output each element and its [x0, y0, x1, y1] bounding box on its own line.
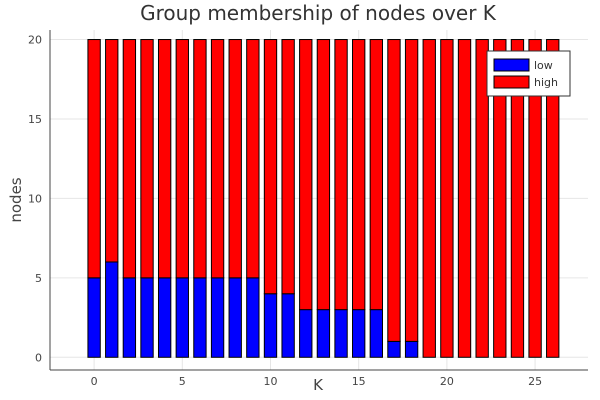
- bar-high: [493, 39, 507, 358]
- bar-high: [510, 39, 525, 358]
- bar-low: [263, 293, 278, 358]
- bar-low: [157, 277, 172, 358]
- bar-high: [246, 39, 260, 279]
- bar-high: [404, 39, 419, 342]
- bar-high: [157, 39, 172, 279]
- x-tick-label: 20: [440, 375, 454, 388]
- bar-low: [369, 309, 384, 358]
- bar-high: [422, 39, 436, 358]
- x-tick-label: 25: [528, 375, 542, 388]
- bar-high: [316, 39, 331, 311]
- bar-low: [105, 261, 119, 358]
- bar-high: [193, 39, 207, 279]
- legend-label-high: high: [534, 76, 558, 89]
- bar-high: [387, 39, 401, 342]
- legend: low high: [486, 50, 571, 97]
- bar-low: [228, 277, 242, 358]
- bar-high: [440, 39, 454, 358]
- legend-swatch-low: [493, 58, 530, 72]
- bars: [87, 39, 560, 358]
- bar-high: [105, 39, 119, 263]
- bar-low: [140, 277, 154, 358]
- bar-low: [246, 277, 260, 358]
- bar-high: [475, 39, 489, 358]
- bar-high: [281, 39, 295, 295]
- x-tick-label: 5: [179, 375, 186, 388]
- legend-label-low: low: [534, 59, 553, 72]
- bar-low: [210, 277, 225, 358]
- x-tick-label: 10: [263, 375, 277, 388]
- bar-low: [175, 277, 189, 358]
- tick-labels: 0 5 10 15 20 0 5 10 15 20 25: [28, 34, 542, 388]
- bar-high: [528, 39, 542, 358]
- bar-low: [299, 309, 313, 358]
- legend-box: [486, 50, 571, 97]
- axes: [49, 30, 588, 371]
- bar-low: [404, 340, 419, 358]
- y-tick-label: 20: [28, 34, 42, 47]
- bar-low: [87, 277, 101, 358]
- bar-high: [263, 39, 278, 295]
- y-tick-label: 5: [35, 272, 42, 285]
- chart-title: Group membership of nodes over K: [140, 1, 497, 25]
- bar-low: [281, 293, 295, 358]
- legend-swatch-high: [493, 75, 530, 89]
- y-axis-label: nodes: [7, 177, 25, 222]
- bar-high: [175, 39, 189, 279]
- bar-high: [299, 39, 313, 311]
- bar-low: [334, 309, 348, 358]
- y-tick-label: 0: [35, 351, 42, 364]
- bar-high: [334, 39, 348, 311]
- bar-high: [210, 39, 225, 279]
- y-tick-label: 15: [28, 113, 42, 126]
- x-tick-label: 0: [91, 375, 98, 388]
- x-tick-label: 15: [352, 375, 366, 388]
- bar-low: [193, 277, 207, 358]
- bar-high: [546, 39, 560, 358]
- bar-high: [457, 39, 472, 358]
- bar-low: [352, 309, 366, 358]
- x-axis-label: K: [313, 376, 324, 394]
- bar-high: [352, 39, 366, 311]
- bar-high: [87, 39, 101, 279]
- bar-low: [316, 309, 331, 358]
- bar-low: [122, 277, 137, 358]
- bar-high: [369, 39, 384, 311]
- y-tick-label: 10: [28, 192, 42, 205]
- bar-high: [140, 39, 154, 279]
- bar-high: [122, 39, 137, 279]
- bar-high: [228, 39, 242, 279]
- bar-low: [387, 340, 401, 358]
